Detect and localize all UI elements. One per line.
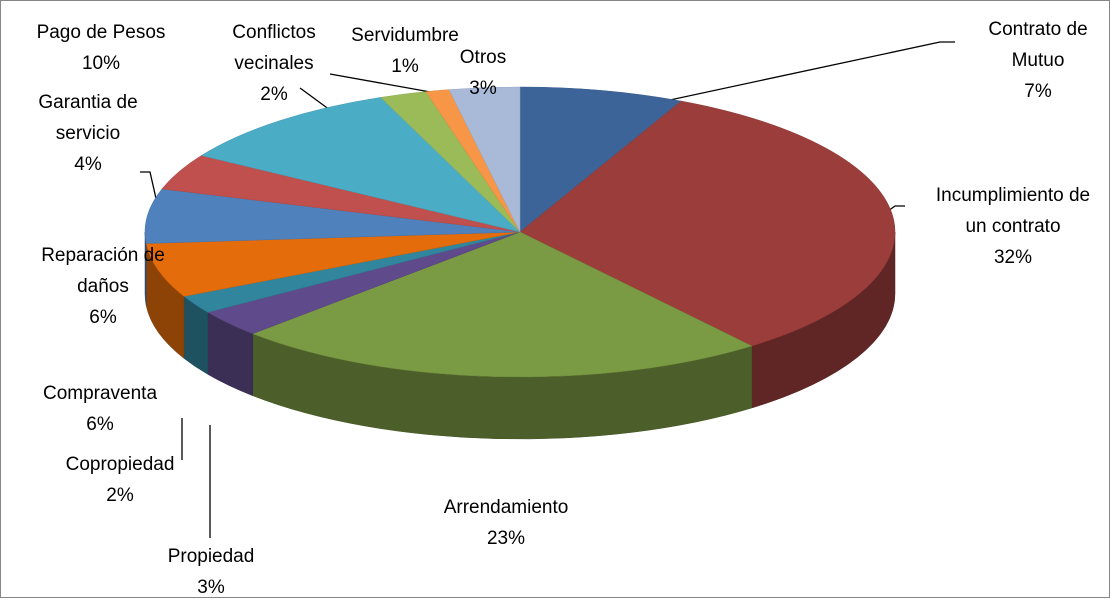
slice — [519, 100, 896, 347]
slice — [200, 97, 521, 233]
category-label: Garantia de servicio — [38, 92, 138, 144]
value-label: 7% — [1024, 81, 1052, 102]
value-label: 3% — [469, 78, 497, 99]
value-label: 10% — [81, 53, 121, 74]
slice — [145, 231, 521, 297]
slice-label: Garantia de servicio 4% — [26, 87, 151, 180]
slice-label: Copropiedad 2% — [50, 449, 190, 511]
value-label: 3% — [197, 577, 225, 598]
value-label: 32% — [993, 247, 1033, 268]
slice-label: Propiedad 3% — [141, 541, 281, 603]
slice-label: Servidumbre 1% — [325, 20, 485, 82]
category-label: Pago de Pesos — [36, 22, 166, 43]
value-label: 6% — [89, 307, 117, 328]
slice-label: Conflictos vecinales 2% — [209, 17, 339, 110]
category-label: Incumplimiento de un contrato — [935, 185, 1091, 237]
category-label: Arrendamiento — [443, 497, 569, 518]
category-label: Otros — [459, 47, 507, 68]
slice-label: Compraventa 6% — [20, 378, 180, 440]
category-label: Compraventa — [42, 383, 158, 404]
category-label: Propiedad — [167, 546, 255, 567]
value-label: 23% — [486, 528, 526, 549]
category-label: Copropiedad — [65, 454, 175, 475]
value-label: 2% — [106, 485, 134, 506]
value-label: 6% — [86, 414, 114, 435]
slice-label: Reparación de daños 6% — [31, 240, 176, 333]
category-label: Servidumbre — [351, 25, 459, 46]
slice-label: Contrato de Mutuo 7% — [973, 14, 1103, 107]
slice — [519, 86, 682, 233]
slice-label: Otros 3% — [443, 42, 523, 104]
category-label: Conflictos vecinales — [232, 22, 316, 74]
value-label: 4% — [74, 154, 102, 175]
category-label: Reparación de daños — [41, 245, 165, 297]
value-label: 1% — [391, 56, 419, 77]
leader-line — [299, 87, 331, 111]
leader-line — [329, 73, 437, 94]
leader-line — [599, 41, 955, 116]
value-label: 2% — [260, 84, 288, 105]
category-label: Contrato de Mutuo — [988, 19, 1088, 71]
slice-label: Arrendamiento 23% — [406, 492, 606, 554]
slice — [144, 188, 521, 244]
slice-label: Pago de Pesos 10% — [21, 17, 181, 79]
slice — [252, 231, 753, 378]
slice-label: Incumplimiento de un contrato 32% — [933, 180, 1093, 273]
slice — [448, 86, 521, 233]
